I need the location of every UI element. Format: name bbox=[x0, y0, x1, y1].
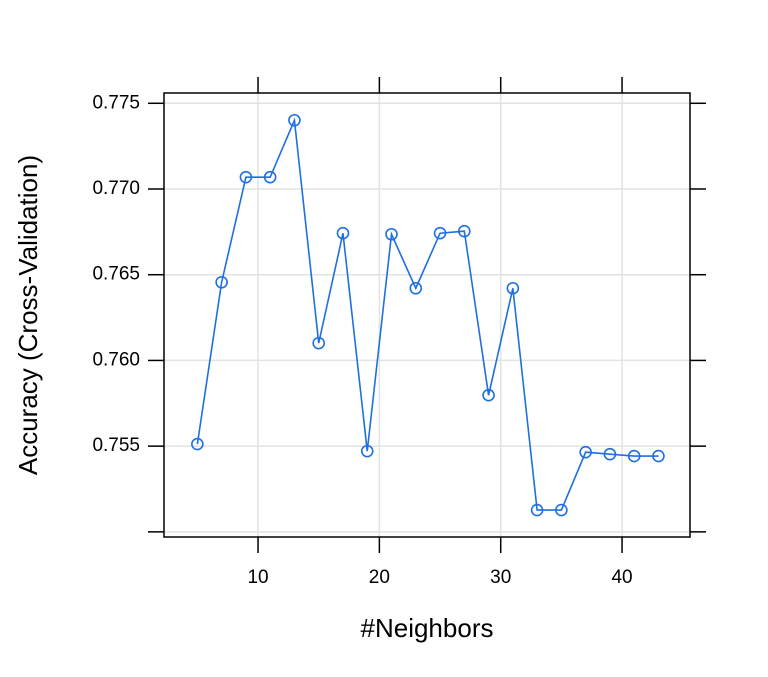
data-point bbox=[263, 170, 277, 184]
data-point bbox=[603, 447, 617, 461]
plot-frame bbox=[163, 92, 691, 538]
x-tick-label: 20 bbox=[369, 567, 390, 588]
data-point bbox=[409, 281, 423, 295]
x-tick-label: 10 bbox=[247, 567, 268, 588]
y-tick-label: 0.775 bbox=[92, 92, 140, 113]
data-point bbox=[360, 444, 374, 458]
data-point bbox=[482, 388, 495, 402]
data-point bbox=[579, 445, 592, 459]
data-point bbox=[530, 503, 544, 517]
data-point bbox=[433, 226, 447, 240]
data-point bbox=[191, 437, 204, 451]
data-point bbox=[215, 275, 228, 289]
data-point bbox=[458, 224, 471, 238]
data-line bbox=[196, 117, 659, 511]
x-tick-label: 30 bbox=[490, 567, 511, 588]
data-point bbox=[555, 503, 568, 517]
data-point bbox=[288, 113, 301, 127]
y-tick-label: 0.760 bbox=[92, 349, 140, 370]
data-point bbox=[627, 449, 641, 463]
x-axis-label: #Neighbors bbox=[361, 613, 494, 643]
y-tick-label: 0.770 bbox=[92, 178, 140, 199]
y-tick-label: 0.765 bbox=[92, 264, 140, 285]
data-point bbox=[312, 336, 326, 350]
data-point bbox=[652, 449, 665, 463]
data-point bbox=[506, 281, 520, 295]
data-point bbox=[385, 227, 398, 241]
data-point bbox=[239, 170, 253, 184]
y-tick-label: 0.755 bbox=[92, 435, 140, 456]
data-point bbox=[336, 226, 350, 240]
y-axis-label: Accuracy (Cross-Validation) bbox=[13, 155, 43, 475]
x-tick-label: 40 bbox=[611, 567, 632, 588]
